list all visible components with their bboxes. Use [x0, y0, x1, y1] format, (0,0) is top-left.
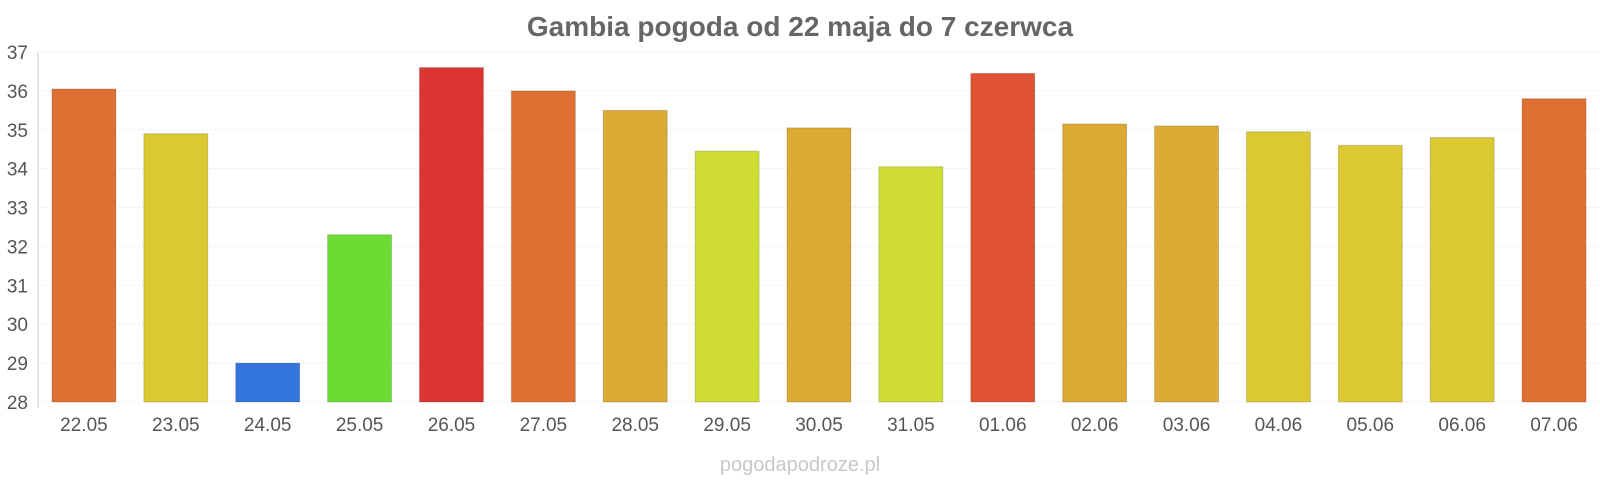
x-tick-label: 27.05 — [520, 415, 568, 436]
bar-03.06 — [1154, 125, 1220, 403]
bar-28.05 — [602, 109, 668, 403]
y-tick-label: 35 — [7, 121, 28, 142]
y-tick-label: 32 — [7, 237, 28, 258]
x-tick-label: 29.05 — [703, 415, 751, 436]
x-tick-label: 05.06 — [1347, 415, 1395, 436]
bar-07.06 — [1521, 98, 1587, 403]
x-tick-label: 31.05 — [887, 415, 935, 436]
y-tick-label: 34 — [7, 160, 29, 181]
watermark: pogodapodroze.pl — [720, 454, 880, 476]
y-tick-label: 31 — [7, 276, 28, 297]
x-tick-label: 03.06 — [1163, 415, 1211, 436]
bar-30.05 — [786, 127, 852, 403]
bar-31.05 — [878, 166, 944, 403]
bar-27.05 — [510, 90, 576, 403]
bar-05.06 — [1337, 144, 1403, 403]
x-tick-label: 02.06 — [1071, 415, 1119, 436]
x-tick-label: 01.06 — [979, 415, 1027, 436]
chart-title: Gambia pogoda od 22 maja do 7 czerwca — [527, 11, 1074, 42]
x-axis-ticks: 22.05 23.05 24.05 25.05 26.05 27.05 28.05 29.05… — [60, 415, 1578, 436]
bars — [51, 67, 1587, 403]
y-tick-label: 33 — [7, 199, 28, 220]
x-tick-label: 24.05 — [244, 415, 292, 436]
y-tick-label: 29 — [7, 354, 28, 375]
bar-26.05 — [418, 67, 484, 403]
bar-23.05 — [143, 133, 209, 403]
bar-24.05 — [235, 362, 301, 403]
y-tick-label: 28 — [7, 393, 28, 414]
y-tick-label: 36 — [7, 82, 28, 103]
x-tick-label: 04.06 — [1255, 415, 1303, 436]
x-tick-label: 26.05 — [428, 415, 476, 436]
bar-06.06 — [1429, 137, 1495, 403]
x-tick-label: 23.05 — [152, 415, 200, 436]
bar-04.06 — [1245, 131, 1311, 403]
x-tick-label: 06.06 — [1438, 415, 1486, 436]
x-tick-label: 22.05 — [60, 415, 108, 436]
bar-02.06 — [1062, 123, 1128, 403]
y-tick-label: 30 — [7, 315, 28, 336]
bar-29.05 — [694, 150, 760, 403]
x-tick-label: 30.05 — [795, 415, 843, 436]
x-tick-label: 07.06 — [1530, 415, 1578, 436]
x-tick-label: 28.05 — [611, 415, 659, 436]
y-tick-label: 37 — [7, 43, 28, 64]
x-tick-label: 25.05 — [336, 415, 384, 436]
bar-25.05 — [327, 234, 393, 403]
y-axis-ticks: 28 29 30 31 32 33 34 35 36 37 — [7, 43, 29, 414]
bar-22.05 — [51, 88, 117, 403]
bar-01.06 — [970, 72, 1036, 403]
